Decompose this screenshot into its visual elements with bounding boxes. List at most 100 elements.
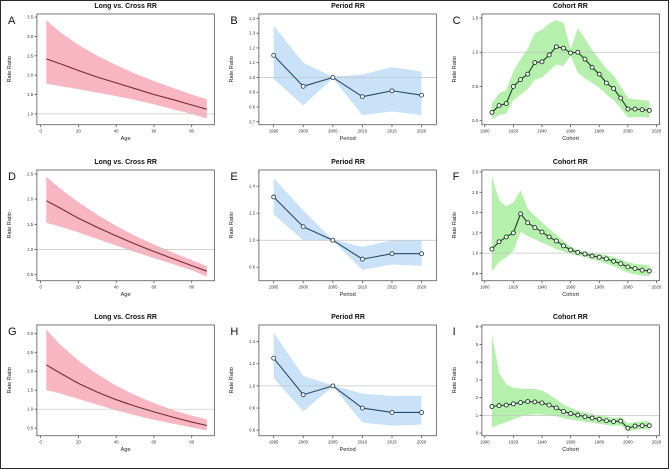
x-tick-label: 1960 [566, 284, 576, 289]
data-point-marker [567, 247, 573, 253]
panel-h: H Period RR 1995 2000 2005 2010 2015 2020 0.6 0… [223, 312, 446, 468]
panel-letter: D [8, 170, 16, 183]
data-points [489, 211, 652, 274]
plot-box [36, 169, 215, 281]
y-tick-label: 1.0 [472, 50, 479, 55]
data-point-marker [510, 83, 516, 89]
x-axis: 0 20 40 60 80 [39, 124, 195, 133]
data-point-marker [496, 403, 502, 409]
trend-line [46, 364, 207, 427]
y-tick-label: 2 [475, 395, 478, 400]
data-point-marker [625, 264, 630, 270]
y-tick-label: 0.8 [249, 264, 256, 269]
panel-d: D Long vs. Cross RR 0 20 40 60 80 0.5 1.0 1.5 2.… [1, 156, 224, 313]
x-axis-title: Cohort [562, 136, 579, 142]
y-axis-title: Rate Ratio [7, 212, 13, 238]
data-point-marker [582, 251, 588, 257]
y-tick-label: 3 [475, 378, 478, 383]
data-points [489, 44, 652, 115]
panel-a: A Long vs. Cross RR 0 20 40 60 80 1.0 1.5 2.0 2.… [1, 1, 224, 157]
data-point-marker [489, 246, 495, 252]
y-tick-label: 0.5 [472, 271, 479, 276]
x-axis: 1995 2000 2005 2010 2015 2020 [269, 124, 427, 133]
data-point-marker [560, 45, 566, 51]
x-axis-title: Cohort [562, 448, 579, 454]
x-axis-title: Age [121, 136, 131, 142]
data-point-marker [271, 356, 277, 361]
y-tick-label: 6 [475, 325, 478, 330]
plot-canvas-d: 0 20 40 60 80 0.5 1.0 1.5 2.0 2.5 Age Rate Ratio [7, 169, 215, 298]
y-axis-title: Rate Ratio [7, 56, 13, 82]
panel-title: Period RR [331, 3, 365, 10]
x-axis: 1900 1920 1940 1960 1980 2000 2020 [480, 436, 662, 445]
data-point-marker [330, 237, 336, 243]
x-axis: 0 20 40 60 80 [39, 436, 195, 445]
x-tick-label: 2005 [328, 440, 338, 445]
x-tick-label: 0 [39, 128, 42, 133]
data-point-marker [582, 56, 588, 62]
data-point-marker [271, 194, 277, 200]
y-tick-label: 1.4 [249, 183, 256, 188]
panel-title: Long vs. Cross RR [94, 3, 157, 10]
panel-letter: A [8, 15, 16, 27]
y-axis: 1.0 1.5 2.0 2.5 3.0 3.5 [27, 15, 37, 116]
data-point-marker [360, 94, 366, 100]
y-tick-label: 0.7 [249, 119, 256, 124]
data-point-marker [503, 101, 509, 106]
data-point-marker [589, 253, 595, 259]
x-tick-label: 2000 [623, 440, 633, 445]
plot-canvas-b: 1995 2000 2005 2010 2015 2020 0.7 0.8 0.9 1.0 1.1 1… [229, 13, 438, 142]
x-tick-label: 1900 [480, 128, 490, 133]
trend-line [273, 358, 422, 414]
y-tick-label: 4 [475, 360, 478, 365]
x-tick-label: 2020 [417, 440, 427, 445]
y-axis-title: Rate Ratio [229, 56, 235, 82]
y-tick-label: 2.5 [472, 189, 479, 194]
plot-canvas-g: 0 20 40 60 80 0.5 1.0 1.5 2.0 2.5 3.0 Age Rate Ratio [7, 324, 215, 454]
x-tick-label: 2020 [651, 284, 661, 289]
y-axis: 0.5 1.0 1.5 2.0 2.5 [27, 171, 37, 277]
y-tick-label: 1.2 [249, 362, 256, 367]
data-point-marker [596, 417, 602, 423]
x-tick-label: 1900 [480, 284, 490, 289]
y-tick-label: 2.5 [27, 171, 34, 176]
x-axis-title: Period [340, 448, 356, 454]
data-point-marker [301, 392, 307, 398]
y-tick-label: 0.5 [27, 426, 34, 431]
x-tick-label: 80 [189, 128, 194, 133]
x-tick-label: 1940 [537, 284, 547, 289]
data-point-marker [560, 243, 566, 248]
data-point-marker [603, 418, 609, 424]
panel-letter: C [452, 15, 461, 27]
data-point-marker [617, 260, 623, 266]
data-point-marker [360, 256, 366, 262]
data-point-marker [639, 267, 645, 273]
data-point-marker [389, 88, 395, 94]
x-axis: 1995 2000 2005 2010 2015 2020 [269, 280, 427, 289]
data-point-marker [589, 64, 595, 70]
data-point-marker [503, 402, 509, 408]
data-point-marker [517, 77, 523, 83]
trend-line [46, 58, 207, 110]
data-point-marker [539, 229, 545, 235]
plot-canvas-e: 1995 2000 2005 2010 2015 2020 0.8 1.0 1.2 1.4 Peri… [229, 169, 438, 298]
y-tick-label: 0.0 [472, 118, 479, 123]
plot-canvas-c: 1900 1920 1940 1960 1980 2000 2020 0.0 0.5 1.0 1.5… [452, 13, 662, 142]
data-point-marker [632, 423, 638, 429]
x-tick-label: 40 [114, 128, 119, 133]
x-tick-label: 1920 [508, 440, 518, 445]
data-point-marker [510, 230, 516, 235]
trend-line [46, 199, 207, 272]
x-tick-label: 20 [76, 284, 81, 289]
y-tick-label: 0.5 [27, 272, 34, 277]
x-tick-label: 1920 [508, 284, 518, 289]
y-axis: 0.6 0.8 1.0 1.2 1.4 [249, 339, 260, 433]
x-tick-label: 2010 [358, 284, 368, 289]
x-tick-label: 1920 [508, 128, 518, 133]
y-tick-label: 2.0 [27, 196, 34, 201]
y-tick-label: 0.8 [249, 105, 256, 110]
y-tick-label: 1.0 [27, 247, 34, 252]
data-point-marker [532, 399, 537, 405]
y-axis: 0.8 1.0 1.2 1.4 [249, 183, 260, 269]
data-point-marker [330, 75, 336, 80]
